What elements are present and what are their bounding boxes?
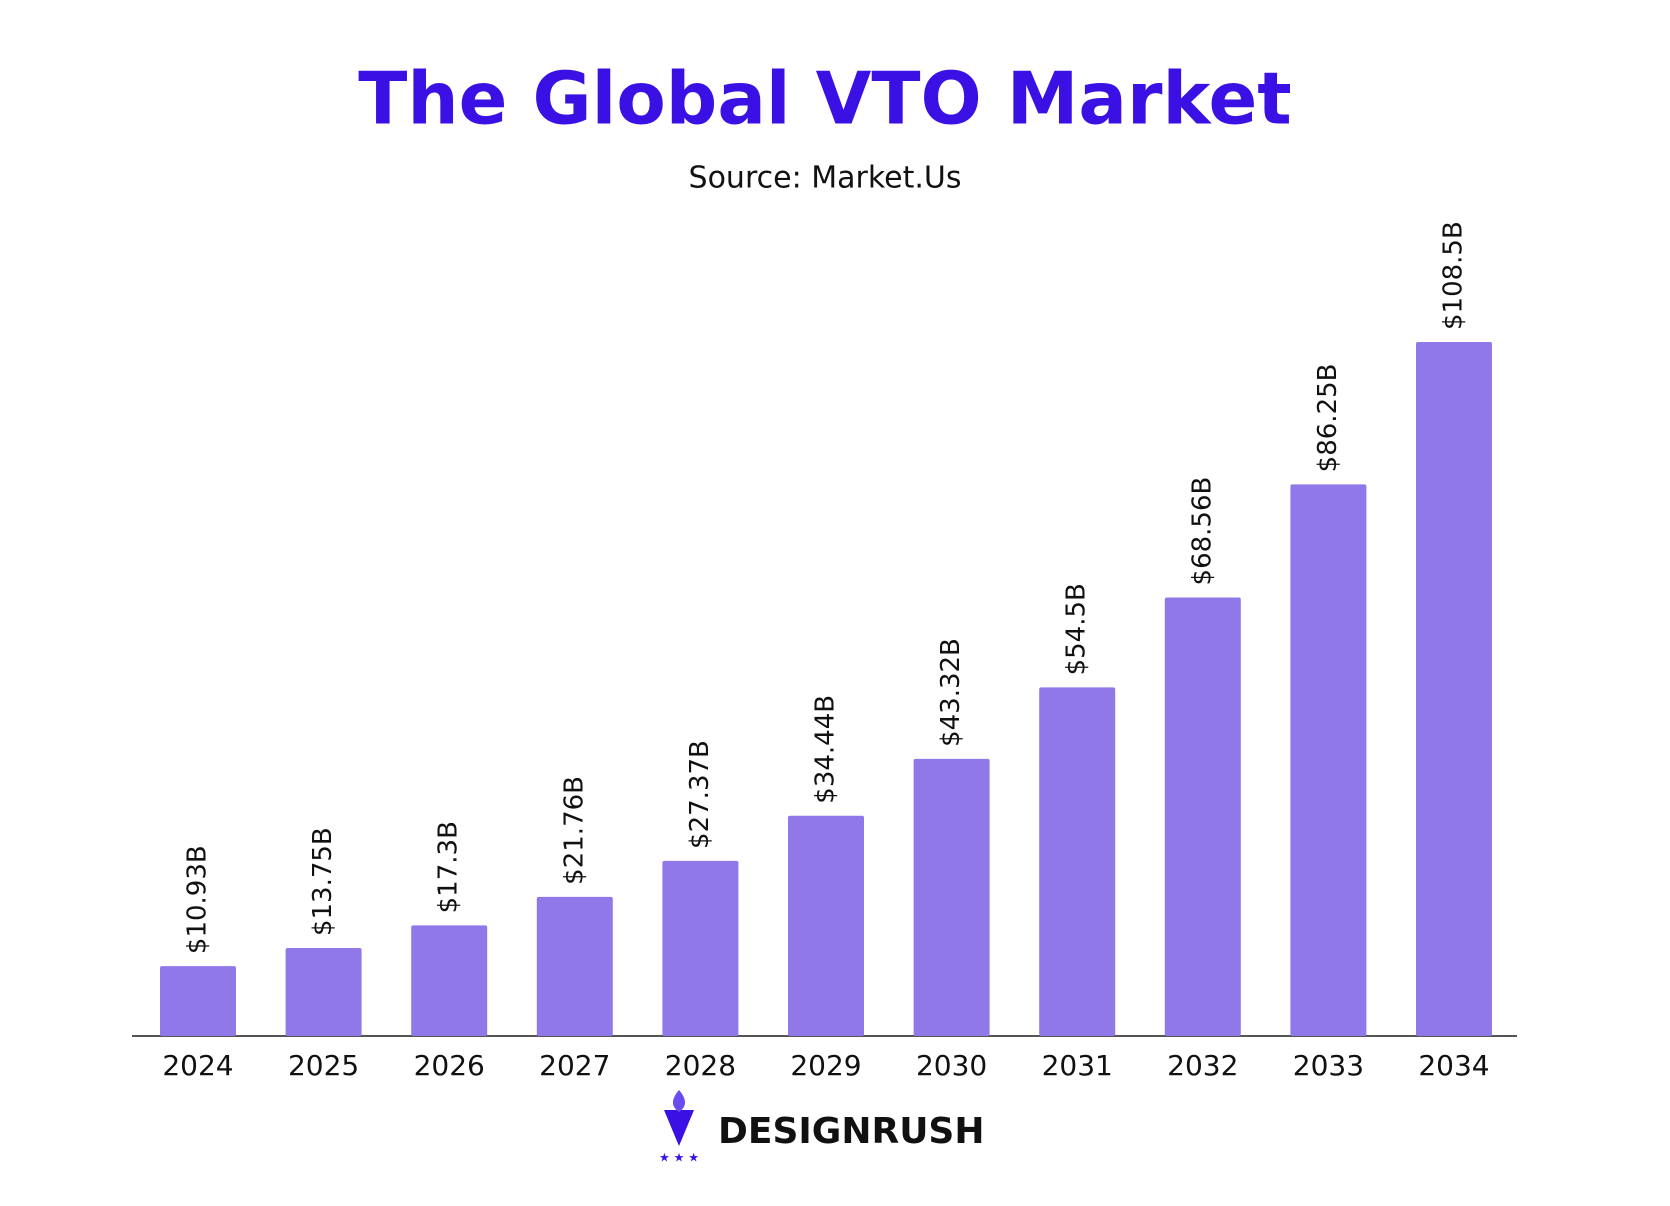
x-tick-label: 2034: [1418, 1049, 1489, 1082]
value-label: $86.25B: [1313, 364, 1343, 473]
x-tick-label: 2030: [916, 1049, 987, 1082]
bar: [913, 758, 990, 1036]
x-tick-label: 2033: [1293, 1049, 1364, 1082]
bar: [411, 925, 488, 1036]
x-tick-label: 2027: [539, 1049, 610, 1082]
logo-icon: ★ ★ ★: [659, 1090, 699, 1165]
value-label: $54.5B: [1062, 583, 1092, 675]
bar: [1290, 484, 1367, 1036]
chart-subtitle: Source: Market.Us: [689, 161, 962, 196]
x-tick-label: 2024: [162, 1049, 233, 1082]
bar: [1039, 687, 1116, 1036]
x-tick-label: 2031: [1042, 1049, 1113, 1082]
value-label: $68.56B: [1187, 477, 1217, 586]
value-label: $17.3B: [434, 821, 464, 913]
bar: [160, 966, 236, 1036]
x-tick-label: 2028: [665, 1049, 736, 1082]
x-tick-label: 2025: [288, 1049, 359, 1082]
bar: [1164, 597, 1241, 1036]
bar: [536, 896, 613, 1036]
value-label: $108.5B: [1439, 221, 1469, 330]
x-tick-label: 2026: [414, 1049, 485, 1082]
svg-text:★ ★ ★: ★ ★ ★: [659, 1151, 699, 1165]
value-label: $10.93B: [183, 845, 213, 954]
chart-title: The Global VTO Market: [358, 57, 1291, 141]
x-tick-label: 2029: [790, 1049, 861, 1082]
bar: [1416, 342, 1492, 1036]
value-label: $13.75B: [308, 827, 338, 936]
bar: [788, 815, 864, 1036]
value-label: $21.76B: [559, 776, 589, 885]
bar: [662, 860, 739, 1036]
logo-text: DESIGNRUSH: [718, 1111, 984, 1152]
bar: [285, 948, 362, 1036]
x-tick-label: 2032: [1167, 1049, 1238, 1082]
value-label: $34.44B: [811, 695, 841, 804]
value-label: $27.37B: [685, 740, 715, 849]
value-label: $43.32B: [936, 638, 966, 747]
